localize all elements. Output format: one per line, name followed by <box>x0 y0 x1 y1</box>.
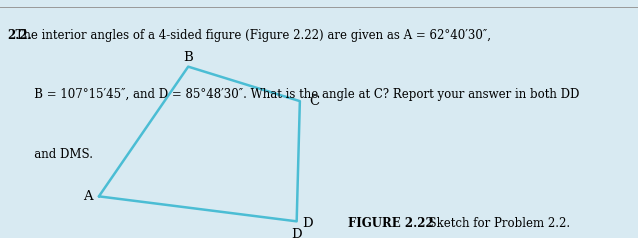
Text: B: B <box>183 51 193 64</box>
Text: FIGURE 2.22: FIGURE 2.22 <box>348 217 433 230</box>
Text: C: C <box>309 95 319 108</box>
Text: B = 107°15′45″, and D = 85°48′30″. What is the angle at C? Report your answer in: B = 107°15′45″, and D = 85°48′30″. What … <box>8 88 579 101</box>
Text: Sketch for Problem 2.2.: Sketch for Problem 2.2. <box>421 217 570 230</box>
Text: The interior angles of a 4-sided figure (Figure 2.22) are given as A = 62°40′30″: The interior angles of a 4-sided figure … <box>8 29 491 42</box>
Text: D: D <box>292 228 302 238</box>
Text: A: A <box>82 190 93 203</box>
Text: and DMS.: and DMS. <box>8 148 93 161</box>
Text: 2.2.: 2.2. <box>8 29 33 42</box>
Text: D: D <box>302 217 313 230</box>
